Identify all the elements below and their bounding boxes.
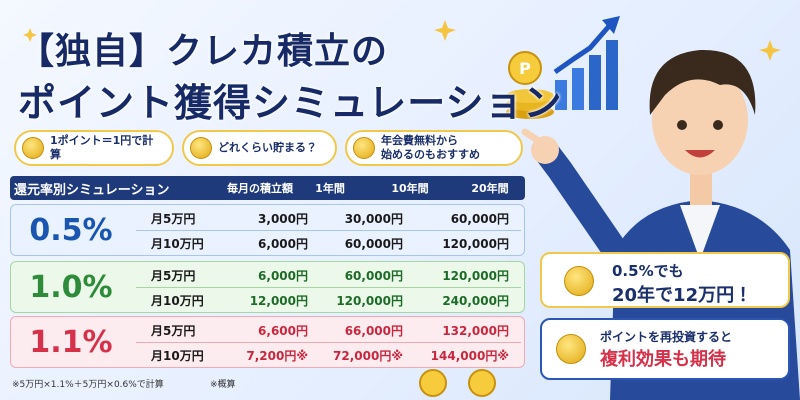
table-header-cell: 還元率別シミュレーション xyxy=(14,182,170,198)
badge: 年会費無料から 始めるのもおすすめ xyxy=(345,130,523,166)
point-icon xyxy=(353,137,375,159)
title-line: ポイント獲得シミュレーション xyxy=(18,81,563,125)
point-value: 7,200円※ xyxy=(246,348,308,363)
rate-label: 1.0% xyxy=(29,269,113,305)
point-value: 12,000円 xyxy=(249,293,308,308)
point-value: 6,000円 xyxy=(258,236,308,251)
row-divider xyxy=(136,287,521,288)
monthly-amount: 月5万円 xyxy=(151,268,196,283)
table-group: 1.0% 月5万円 6,000円 60,000円 120,000円 月10万円 12,000… xyxy=(10,261,525,313)
badge-text: 1ポイント＝1円で計算 xyxy=(50,134,162,162)
monthly-amount: 月10万円 xyxy=(151,293,204,308)
rate-label: 1.1% xyxy=(29,324,113,360)
coin-stack: P xyxy=(419,51,554,397)
point-value: 66,000円 xyxy=(344,323,403,338)
badge: どれくらい貯まる？ xyxy=(182,130,337,166)
row-divider xyxy=(136,230,521,231)
table-group: 0.5% 月5万円 3,000円 30,000円 60,000円 月10万円 6,000円 6… xyxy=(10,204,525,256)
table-header-cell: 20年間 xyxy=(471,182,509,195)
badge-line: 年会費無料から xyxy=(381,134,458,147)
point-value: 132,000円 xyxy=(442,323,509,338)
footnote: ※概算 xyxy=(210,380,236,390)
monthly-amount: 月10万円 xyxy=(151,236,204,251)
table-group: 1.1% 月5万円 6,600円 66,000円 132,000円月10万円 7,200円… xyxy=(10,316,525,368)
point-icon xyxy=(22,137,44,159)
monthly-amount: 月10万円 xyxy=(151,348,204,363)
point-value: 60,000円 xyxy=(344,268,403,283)
point-value: 6,000円 xyxy=(258,268,308,283)
title-line: 【独自】クレカ積立の xyxy=(18,31,389,72)
point-value: 144,000円※ xyxy=(430,348,509,363)
badge-line: 始めるのもおすすめ xyxy=(381,148,480,161)
growth-chart xyxy=(553,16,620,110)
table-header-cell: 10年間 xyxy=(391,182,429,195)
sparkle xyxy=(23,28,37,42)
callout-line: ポイントを再投資すると xyxy=(600,330,733,344)
point-value: 240,000円 xyxy=(442,293,509,308)
badge-line: どれくらい貯まる？ xyxy=(218,141,317,154)
point-icon xyxy=(190,137,212,159)
point-value: 3,000円 xyxy=(258,211,308,226)
footnote: ※5万円×1.1%＋5万円×0.6%で計算 xyxy=(12,380,164,390)
sparkle xyxy=(759,40,781,61)
row-divider xyxy=(136,342,521,343)
rate-label: 0.5% xyxy=(29,212,113,248)
point-value: 120,000円 xyxy=(442,268,509,283)
point-value: 60,000円 xyxy=(450,211,509,226)
badge-text: 年会費無料から 始めるのもおすすめ xyxy=(381,134,480,162)
point-value: 60,000円 xyxy=(344,236,403,251)
svg-text:P: P xyxy=(519,59,531,78)
sparkle xyxy=(434,20,456,41)
table-header-cell: 1年間 xyxy=(315,182,345,195)
point-value: 120,000円 xyxy=(442,236,509,251)
callout-line: 複利効果も期待 xyxy=(600,349,726,370)
table-header xyxy=(10,176,525,200)
callout: 0.5%でも 20年で12万円！ xyxy=(540,252,790,308)
reinvest-icon xyxy=(556,334,586,364)
point-value: 6,600円 xyxy=(258,323,308,338)
table-header-cell: 毎月の積立額 xyxy=(227,182,293,195)
point-value: 30,000円 xyxy=(344,211,403,226)
callout-line: 20年で12万円！ xyxy=(612,285,753,306)
coin-icon xyxy=(564,266,594,296)
badge-line: 1ポイント＝1円で計算 xyxy=(50,134,154,161)
point-value: 120,000円 xyxy=(336,293,403,308)
monthly-amount: 月5万円 xyxy=(151,323,196,338)
callout-line: 0.5%でも xyxy=(612,262,684,280)
badge-text: どれくらい貯まる？ xyxy=(218,141,317,155)
point-value: 72,000円※ xyxy=(333,348,403,363)
callout: ポイントを再投資すると複利効果も期待 xyxy=(540,318,790,380)
monthly-amount: 月5万円 xyxy=(151,211,196,226)
badge: 1ポイント＝1円で計算 xyxy=(14,130,174,166)
